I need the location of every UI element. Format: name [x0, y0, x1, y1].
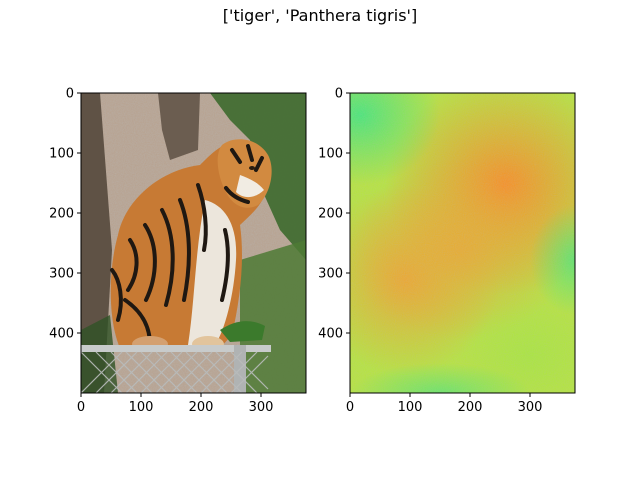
photo-x-tick-label: 0	[77, 400, 85, 415]
tiger-eye	[249, 166, 255, 170]
photo-y-tick-label: 0	[66, 87, 74, 102]
heatmap-y-tick-label: 400	[318, 327, 343, 342]
heatmap-y-tick-label: 200	[318, 207, 343, 222]
foliage-right	[210, 93, 306, 260]
foliage-lower-right	[240, 240, 306, 393]
heatmap-frame	[349, 92, 576, 394]
foliage-front	[220, 321, 265, 342]
heatmap-y-tick-label: 100	[318, 147, 343, 162]
heatmap-panel	[350, 93, 575, 393]
fence-mesh	[81, 351, 269, 393]
tiger-chest	[188, 200, 237, 345]
heatmap-x-tick-label: 200	[458, 400, 483, 415]
photo-y-tick-label: 100	[49, 147, 74, 162]
foliage-lower-left	[81, 315, 118, 393]
heatmap-x-tick-label: 300	[518, 400, 543, 415]
fence-top-rail	[81, 345, 271, 352]
tree-trunk-center	[158, 93, 200, 160]
photo-x-tick-label: 100	[129, 400, 154, 415]
heatmap-x-tick-label: 0	[346, 400, 354, 415]
photo-x-tick-label: 200	[189, 400, 214, 415]
heatmap-y-tick-label: 0	[335, 87, 343, 102]
photo-panel	[81, 93, 306, 393]
figure-title: ['tiger', 'Panthera tigris']	[222, 6, 418, 25]
heatmap-axes: 0 100 200 300 0 100 200 300 400	[318, 87, 542, 416]
photo-y-tick-label: 200	[49, 207, 74, 222]
photo-y-tick-label: 300	[49, 267, 74, 282]
heatmap-y-tick-label: 300	[318, 267, 343, 282]
photo-y-tick-label: 400	[49, 327, 74, 342]
photo-axes: 0 100 200 300 0 100 200 300 400	[49, 87, 273, 416]
heatmap-x-tick-label: 100	[398, 400, 423, 415]
photo-x-tick-label: 300	[249, 400, 274, 415]
photo-frame	[80, 92, 307, 394]
